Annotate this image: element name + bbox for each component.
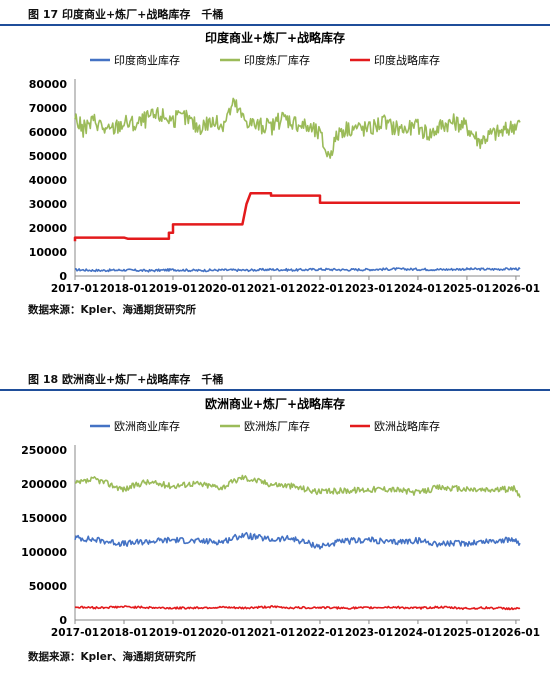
series-line xyxy=(74,267,521,273)
x-tick-label: 2022-01 xyxy=(296,627,344,639)
y-tick-label: 100000 xyxy=(21,546,67,559)
series-line xyxy=(74,531,521,550)
series-line xyxy=(73,191,520,242)
legend-label: 印度战略库存 xyxy=(374,53,440,67)
figure-2-caption: 图 18 欧洲商业+炼厂+战略库存 千桶 xyxy=(28,373,224,386)
x-tick-label: 2019-01 xyxy=(149,627,197,639)
legend-label: 印度商业库存 xyxy=(114,53,180,67)
y-tick-label: 50000 xyxy=(29,150,68,163)
y-tick-label: 250000 xyxy=(21,444,67,457)
y-tick-label: 200000 xyxy=(21,478,67,491)
x-tick-label: 2023-01 xyxy=(345,283,393,295)
legend-label: 欧洲战略库存 xyxy=(374,419,440,433)
series-line xyxy=(74,97,521,159)
x-tick-label: 2024-01 xyxy=(394,627,442,639)
chart-title: 印度商业+炼厂+战略库存 xyxy=(205,30,345,45)
y-tick-label: 70000 xyxy=(29,102,68,115)
europe-inventory-chart: 欧洲商业+炼厂+战略库存欧洲商业库存 欧洲炼厂库存 欧洲战略库存 0 50000 1000… xyxy=(0,392,550,644)
y-tick-label: 30000 xyxy=(29,198,68,211)
x-tick-label: 2018-01 xyxy=(100,283,148,295)
x-tick-label: 2017-01 xyxy=(51,627,99,639)
y-tick-label: 40000 xyxy=(29,174,68,187)
x-tick-label: 2017-01 xyxy=(51,283,99,295)
y-tick-label: 20000 xyxy=(29,222,68,235)
x-tick-label: 2018-01 xyxy=(100,627,148,639)
figure-2-source: 数据来源：Kpler、海通期货研究所 xyxy=(28,651,197,663)
x-tick-label: 2026-01 xyxy=(492,627,540,639)
y-tick-label: 10000 xyxy=(29,246,68,259)
y-tick-label: 0 xyxy=(59,270,67,283)
series-line xyxy=(74,605,521,611)
y-tick-label: 50000 xyxy=(29,580,68,593)
x-tick-label: 2020-01 xyxy=(198,627,246,639)
x-tick-label: 2026-01 xyxy=(492,283,540,295)
legend-label: 印度炼厂库存 xyxy=(244,53,310,67)
series-line xyxy=(75,474,521,498)
india-inventory-chart: 印度商业+炼厂+战略库存印度商业库存 印度炼厂库存 印度战略库存 0 10000 2000… xyxy=(0,26,550,296)
legend-label: 欧洲商业库存 xyxy=(114,419,180,433)
figure-2-header: 图 18 欧洲商业+炼厂+战略库存 千桶 xyxy=(0,369,550,391)
x-tick-label: 2022-01 xyxy=(296,283,344,295)
x-tick-label: 2025-01 xyxy=(443,283,491,295)
y-tick-label: 150000 xyxy=(21,512,67,525)
x-tick-label: 2020-01 xyxy=(198,283,246,295)
figure-1-source: 数据来源：Kpler、海通期货研究所 xyxy=(28,304,197,316)
x-tick-label: 2025-01 xyxy=(443,627,491,639)
figure-1-header: 图 17 印度商业+炼厂+战略库存 千桶 xyxy=(0,4,550,26)
x-tick-label: 2021-01 xyxy=(247,627,295,639)
chart-title: 欧洲商业+炼厂+战略库存 xyxy=(205,396,345,411)
legend-label: 欧洲炼厂库存 xyxy=(244,419,310,433)
x-tick-label: 2024-01 xyxy=(394,283,442,295)
x-tick-label: 2021-01 xyxy=(247,283,295,295)
figure-1-caption: 图 17 印度商业+炼厂+战略库存 千桶 xyxy=(28,8,224,21)
x-tick-label: 2023-01 xyxy=(345,627,393,639)
y-tick-label: 60000 xyxy=(29,126,68,139)
x-tick-label: 2019-01 xyxy=(149,283,197,295)
y-tick-label: 0 xyxy=(59,614,67,627)
y-tick-label: 80000 xyxy=(29,78,68,91)
